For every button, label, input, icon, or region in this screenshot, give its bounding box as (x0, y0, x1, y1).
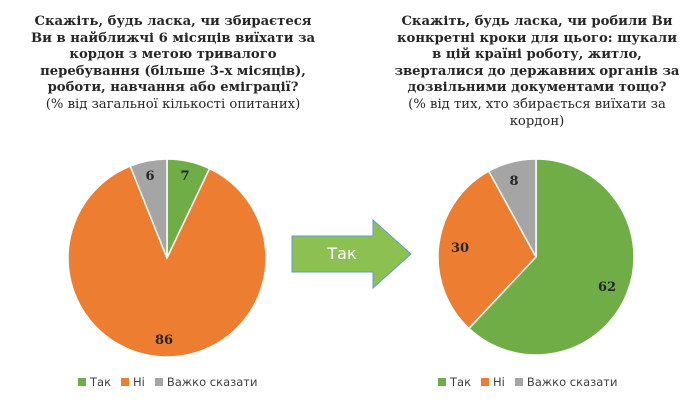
right-label-no: 30 (451, 241, 469, 256)
left-chart-title: Скажіть, будь ласка, чи збираєтеся Ви в … (8, 14, 338, 114)
right-legend-swatch-yes (438, 378, 446, 386)
right-label-yes: 62 (598, 280, 616, 295)
left-legend: Так Ні Важко сказати (78, 375, 257, 389)
right-legend-label-yes: Так (450, 375, 472, 389)
right-legend-swatch-hard (514, 378, 523, 386)
right-subtitle: (% від тих, хто збирається виїхати за ко… (408, 96, 666, 129)
left-legend-label-yes: Так (90, 375, 112, 389)
right-legend-label-hard: Важко сказати (526, 375, 618, 389)
right-legend-swatch-no (481, 378, 490, 386)
right-legend-label-no: Ні (493, 375, 505, 389)
left-legend-item-no: Ні (121, 375, 145, 389)
right-label-hard: 8 (509, 174, 518, 189)
left-legend-item-hard: Важко сказати (154, 375, 258, 389)
left-label-yes: 7 (180, 169, 189, 184)
right-legend-item-hard: Важко сказати (514, 375, 618, 389)
right-chart-title: Скажіть, будь ласка, чи робили Ви конкре… (388, 14, 686, 130)
left-question: Скажіть, будь ласка, чи збираєтеся Ви в … (30, 14, 316, 96)
right-slice-no (437, 170, 537, 330)
left-legend-swatch-hard (154, 378, 163, 386)
left-legend-swatch-yes (78, 378, 86, 386)
left-label-hard: 6 (145, 169, 154, 184)
left-legend-item-yes: Так (78, 375, 111, 389)
left-subtitle: (% від загальної кількості опитаних) (45, 96, 301, 112)
right-legend: Так Ні Важко сказати (438, 375, 617, 389)
left-legend-label-hard: Важко сказати (166, 375, 258, 389)
arrow-shape (291, 218, 412, 290)
right-legend-item-no: Ні (481, 375, 505, 389)
left-slice-no (67, 165, 267, 358)
right-slice-hard (487, 158, 537, 258)
left-slice-hard (129, 158, 168, 259)
left-legend-swatch-no (121, 378, 130, 386)
left-legend-label-no: Ні (133, 375, 145, 389)
arrow-label: Так (327, 244, 357, 263)
right-question: Скажіть, будь ласка, чи робили Ви конкре… (394, 14, 680, 96)
right-slice-yes (467, 158, 635, 356)
right-legend-item-yes: Так (438, 375, 471, 389)
left-label-no: 86 (155, 333, 173, 348)
